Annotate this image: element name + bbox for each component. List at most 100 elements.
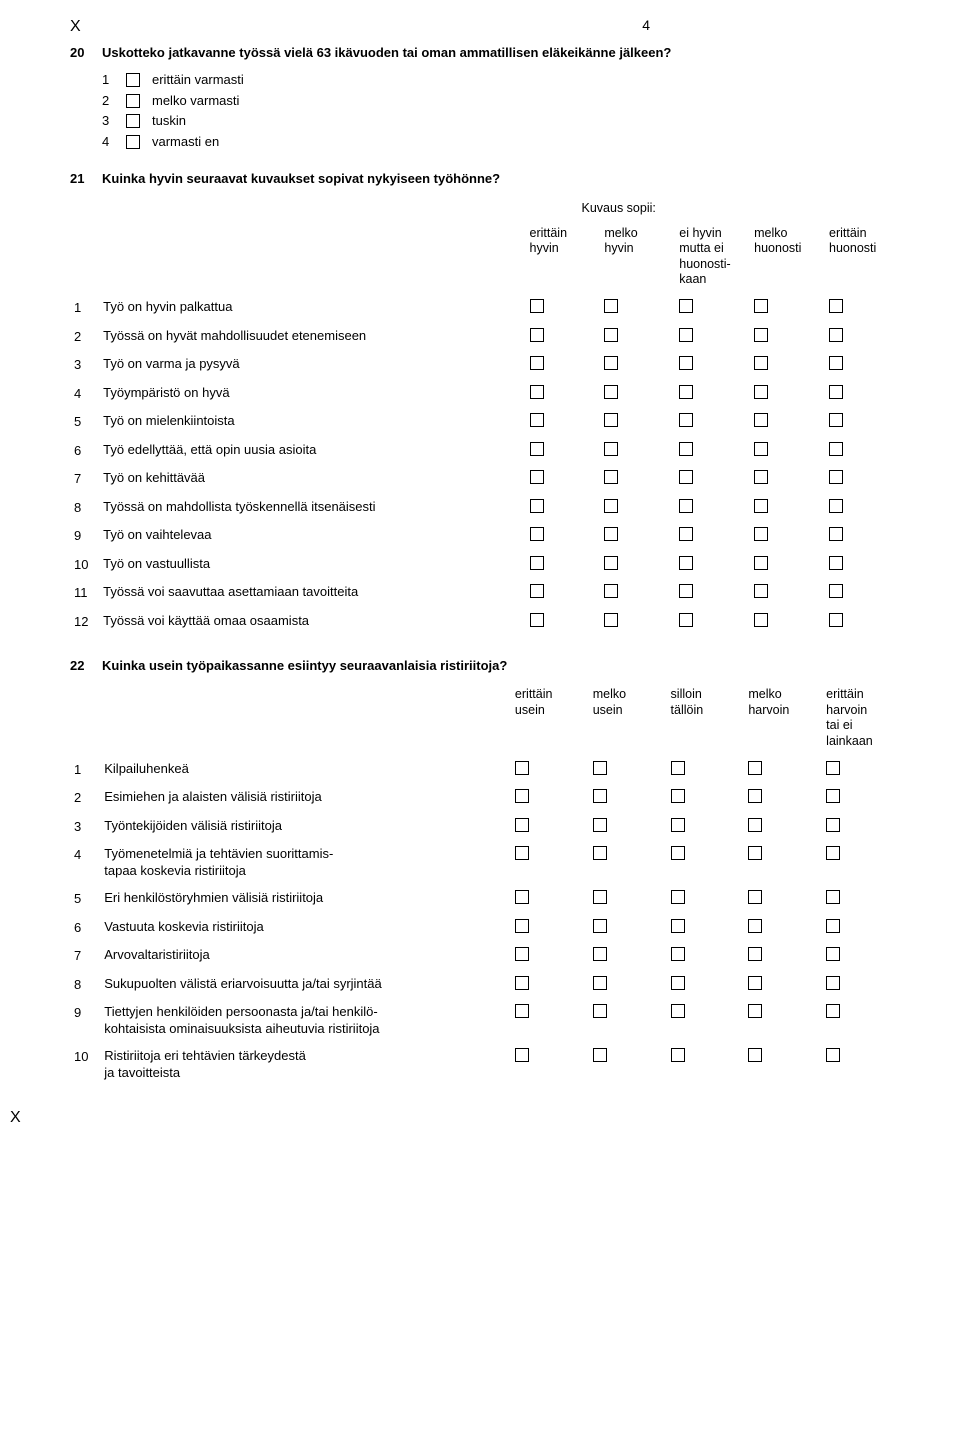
checkbox-icon[interactable] — [604, 527, 618, 541]
checkbox-icon[interactable] — [604, 413, 618, 427]
checkbox-icon[interactable] — [754, 470, 768, 484]
checkbox-icon[interactable] — [593, 890, 607, 904]
checkbox-icon[interactable] — [515, 846, 529, 860]
checkbox-icon[interactable] — [515, 890, 529, 904]
checkbox-icon[interactable] — [826, 890, 840, 904]
checkbox-icon[interactable] — [754, 356, 768, 370]
checkbox-icon[interactable] — [829, 299, 843, 313]
checkbox-icon[interactable] — [679, 584, 693, 598]
checkbox-icon[interactable] — [515, 761, 529, 775]
checkbox-icon[interactable] — [515, 947, 529, 961]
checkbox-icon[interactable] — [829, 499, 843, 513]
checkbox-icon[interactable] — [748, 846, 762, 860]
checkbox-icon[interactable] — [748, 947, 762, 961]
checkbox-icon[interactable] — [530, 442, 544, 456]
checkbox-icon[interactable] — [679, 385, 693, 399]
checkbox-icon[interactable] — [604, 613, 618, 627]
checkbox-icon[interactable] — [593, 1004, 607, 1018]
checkbox-icon[interactable] — [671, 890, 685, 904]
checkbox-icon[interactable] — [530, 413, 544, 427]
checkbox-icon[interactable] — [604, 299, 618, 313]
checkbox-icon[interactable] — [126, 94, 140, 108]
checkbox-icon[interactable] — [593, 1048, 607, 1062]
checkbox-icon[interactable] — [754, 556, 768, 570]
checkbox-icon[interactable] — [530, 499, 544, 513]
checkbox-icon[interactable] — [126, 73, 140, 87]
checkbox-icon[interactable] — [829, 527, 843, 541]
checkbox-icon[interactable] — [754, 613, 768, 627]
checkbox-icon[interactable] — [679, 413, 693, 427]
checkbox-icon[interactable] — [829, 442, 843, 456]
checkbox-icon[interactable] — [679, 527, 693, 541]
checkbox-icon[interactable] — [754, 584, 768, 598]
checkbox-icon[interactable] — [826, 846, 840, 860]
checkbox-icon[interactable] — [593, 947, 607, 961]
checkbox-icon[interactable] — [826, 761, 840, 775]
checkbox-icon[interactable] — [748, 761, 762, 775]
checkbox-icon[interactable] — [679, 556, 693, 570]
checkbox-icon[interactable] — [826, 976, 840, 990]
checkbox-icon[interactable] — [530, 527, 544, 541]
checkbox-icon[interactable] — [530, 299, 544, 313]
checkbox-icon[interactable] — [754, 328, 768, 342]
checkbox-icon[interactable] — [748, 919, 762, 933]
checkbox-icon[interactable] — [671, 919, 685, 933]
checkbox-icon[interactable] — [826, 919, 840, 933]
checkbox-icon[interactable] — [593, 919, 607, 933]
checkbox-icon[interactable] — [829, 470, 843, 484]
checkbox-icon[interactable] — [679, 499, 693, 513]
checkbox-icon[interactable] — [515, 818, 529, 832]
checkbox-icon[interactable] — [671, 789, 685, 803]
checkbox-icon[interactable] — [593, 761, 607, 775]
checkbox-icon[interactable] — [748, 818, 762, 832]
checkbox-icon[interactable] — [754, 413, 768, 427]
checkbox-icon[interactable] — [748, 1048, 762, 1062]
checkbox-icon[interactable] — [530, 556, 544, 570]
checkbox-icon[interactable] — [754, 499, 768, 513]
checkbox-icon[interactable] — [826, 789, 840, 803]
checkbox-icon[interactable] — [593, 846, 607, 860]
checkbox-icon[interactable] — [530, 613, 544, 627]
checkbox-icon[interactable] — [826, 1004, 840, 1018]
checkbox-icon[interactable] — [679, 613, 693, 627]
checkbox-icon[interactable] — [126, 135, 140, 149]
checkbox-icon[interactable] — [826, 1048, 840, 1062]
checkbox-icon[interactable] — [679, 356, 693, 370]
checkbox-icon[interactable] — [829, 328, 843, 342]
checkbox-icon[interactable] — [593, 818, 607, 832]
checkbox-icon[interactable] — [671, 976, 685, 990]
checkbox-icon[interactable] — [829, 584, 843, 598]
checkbox-icon[interactable] — [671, 846, 685, 860]
checkbox-icon[interactable] — [826, 947, 840, 961]
checkbox-icon[interactable] — [515, 976, 529, 990]
checkbox-icon[interactable] — [754, 299, 768, 313]
checkbox-icon[interactable] — [748, 976, 762, 990]
checkbox-icon[interactable] — [604, 556, 618, 570]
checkbox-icon[interactable] — [671, 1048, 685, 1062]
checkbox-icon[interactable] — [530, 356, 544, 370]
checkbox-icon[interactable] — [748, 789, 762, 803]
checkbox-icon[interactable] — [671, 1004, 685, 1018]
checkbox-icon[interactable] — [829, 356, 843, 370]
checkbox-icon[interactable] — [829, 385, 843, 399]
checkbox-icon[interactable] — [671, 818, 685, 832]
checkbox-icon[interactable] — [126, 114, 140, 128]
checkbox-icon[interactable] — [748, 890, 762, 904]
checkbox-icon[interactable] — [604, 328, 618, 342]
checkbox-icon[interactable] — [593, 789, 607, 803]
checkbox-icon[interactable] — [604, 499, 618, 513]
checkbox-icon[interactable] — [604, 385, 618, 399]
checkbox-icon[interactable] — [754, 442, 768, 456]
checkbox-icon[interactable] — [671, 947, 685, 961]
checkbox-icon[interactable] — [754, 385, 768, 399]
checkbox-icon[interactable] — [679, 470, 693, 484]
checkbox-icon[interactable] — [515, 919, 529, 933]
checkbox-icon[interactable] — [679, 299, 693, 313]
checkbox-icon[interactable] — [679, 328, 693, 342]
checkbox-icon[interactable] — [604, 470, 618, 484]
checkbox-icon[interactable] — [530, 584, 544, 598]
checkbox-icon[interactable] — [515, 789, 529, 803]
checkbox-icon[interactable] — [530, 328, 544, 342]
checkbox-icon[interactable] — [604, 442, 618, 456]
checkbox-icon[interactable] — [530, 470, 544, 484]
